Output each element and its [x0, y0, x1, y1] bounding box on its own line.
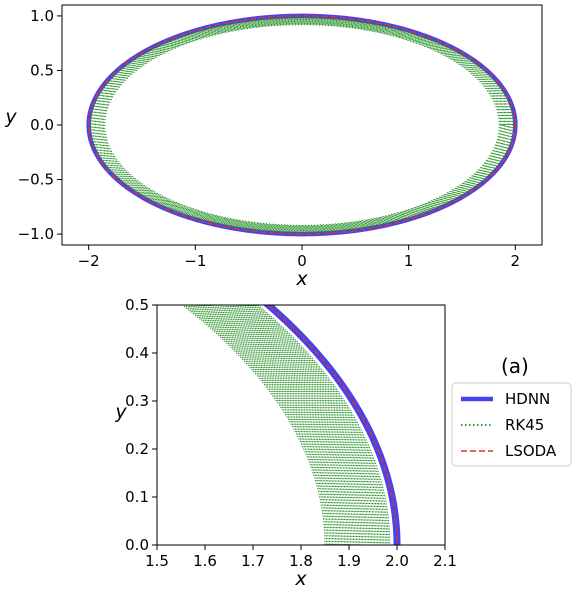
zoom-ytick-label: 0.2	[125, 440, 149, 458]
legend: HDNN RK45 LSODA	[451, 382, 572, 467]
zoom-rk45-line	[255, 305, 389, 545]
top-plot-area	[86, 13, 518, 237]
top-ytick-label: −0.5	[18, 171, 54, 189]
top-ytick-label: −1.0	[18, 225, 54, 243]
zoom-xlabel: x	[294, 568, 307, 590]
zoom-rk45-band	[181, 305, 391, 545]
zoom-rk45-line	[232, 305, 370, 545]
zoom-rk45-line	[257, 305, 391, 545]
zoom-rk45-line	[243, 305, 379, 545]
zoom-rk45-line	[239, 305, 376, 545]
zoom-xtick-label: 1.9	[337, 552, 361, 570]
rk45-series-line	[102, 23, 502, 227]
top-ytick-label: 0.0	[30, 116, 54, 134]
zoom-lsoda-line	[267, 305, 398, 545]
top-ylabel: y	[4, 106, 17, 128]
zoom-ytick-label: 0.1	[125, 488, 149, 506]
rk45-series-line	[97, 20, 507, 230]
zoom-rk45-line	[250, 305, 385, 545]
zoom-rk45-line	[244, 305, 380, 545]
top-xtick-label: −2	[78, 252, 100, 270]
zoom-rk45-line	[201, 305, 343, 545]
rk45-series-line	[101, 22, 503, 228]
zoom-xtick-label: 2.0	[385, 552, 409, 570]
zoom-xtick-label: 2.1	[433, 552, 457, 570]
zoom-rk45-line	[251, 305, 386, 545]
zoom-ytick-label: 0.5	[125, 296, 149, 314]
top-ytick-label: 0.5	[30, 61, 54, 79]
zoom-rk45-line	[253, 305, 388, 545]
zoom-rk45-line	[206, 305, 347, 545]
zoom-rk45-line	[246, 305, 382, 545]
zoom-rk45-line	[248, 305, 383, 545]
zoom-rk45-line	[225, 305, 364, 545]
top-ytick-label: 1.0	[30, 7, 54, 25]
rk45-series-band	[89, 17, 515, 233]
rk45-series-line	[96, 20, 508, 230]
zoom-rk45-line	[220, 305, 359, 545]
zoom-ylabel: y	[114, 401, 127, 423]
zoom-rk45-line	[236, 305, 373, 545]
zoom-rk45-line	[218, 305, 358, 545]
zoom-rk45-line	[234, 305, 371, 545]
top-xtick-label: −1	[184, 252, 206, 270]
zoom-chart: 1.5 1.6 1.7 1.8 1.9 2.0 2.1 0.0 0.1 0.2 0.3 0.4 0.5 x…	[114, 296, 457, 590]
zoom-rk45-line	[229, 305, 367, 545]
zoom-rk45-line	[199, 305, 341, 545]
zoom-rk45-line	[216, 305, 356, 545]
rk45-series-line	[104, 24, 500, 226]
rk45-series-line	[91, 17, 513, 233]
rk45-series-line	[98, 21, 506, 229]
rk45-series-line	[93, 18, 511, 232]
zoom-ytick-label: 0.3	[125, 392, 149, 410]
legend-rk45-label: RK45	[505, 416, 544, 434]
legend-hdnn-label: HDNN	[505, 390, 550, 408]
zoom-xtick-label: 1.8	[289, 552, 313, 570]
zoom-xtick-label: 1.5	[145, 552, 169, 570]
top-chart: −2 −1 0 1 2 −1.0 −0.5 0.0 0.5 1.0 x y	[4, 4, 543, 290]
zoom-rk45-line	[208, 305, 349, 545]
legend-box	[451, 382, 572, 467]
rk45-series-line	[89, 17, 515, 233]
lsoda-series-line	[87, 15, 517, 235]
zoom-rk45-line	[204, 305, 346, 545]
zoom-rk45-line	[237, 305, 374, 545]
top-xtick-label: 1	[404, 252, 414, 270]
zoom-rk45-line	[202, 305, 344, 545]
zoom-xtick-label: 1.7	[241, 552, 265, 570]
top-xtick-label: 0	[297, 252, 307, 270]
zoom-ytick-label: 0.0	[125, 536, 149, 554]
zoom-plot-area	[181, 305, 401, 545]
zoom-rk45-line	[223, 305, 362, 545]
top-frame	[61, 4, 543, 246]
zoom-xtick-label: 1.6	[193, 552, 217, 570]
top-xlabel: x	[295, 268, 308, 290]
panel-label: (a)	[501, 354, 529, 378]
rk45-series-line	[100, 22, 504, 228]
zoom-frame	[156, 304, 446, 546]
zoom-ytick-label: 0.4	[125, 344, 149, 362]
top-xtick-label: 2	[511, 252, 521, 270]
zoom-rk45-line	[222, 305, 361, 545]
zoom-rk45-line	[227, 305, 365, 545]
zoom-rk45-line	[241, 305, 377, 545]
zoom-rk45-line	[230, 305, 368, 545]
zoom-rk45-line	[197, 305, 340, 545]
legend-lsoda-label: LSODA	[505, 442, 557, 460]
